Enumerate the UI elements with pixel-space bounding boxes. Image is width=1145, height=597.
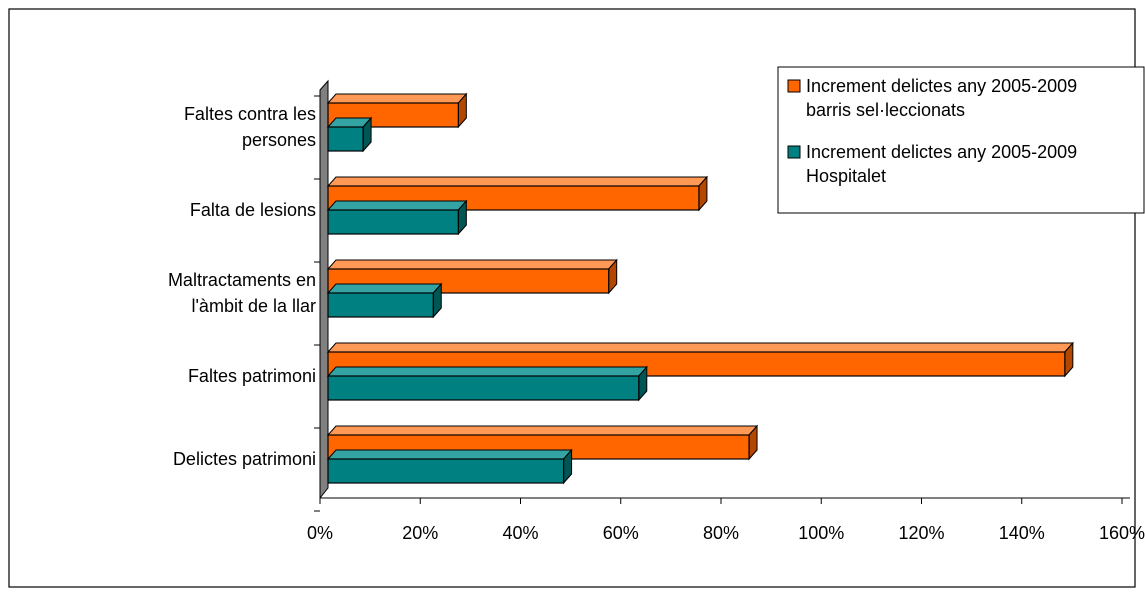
legend-entry-0-1: barris sel·leccionats xyxy=(806,100,965,120)
bar-top-0-0 xyxy=(326,93,468,104)
bar-top-1-1 xyxy=(326,200,468,211)
bar-top-1-3 xyxy=(326,366,648,377)
x-tick-label-6: 120% xyxy=(898,523,944,543)
x-tick-label-0: 0% xyxy=(307,523,333,543)
bar-top-0-3 xyxy=(326,342,1074,353)
category-label-3-0: Faltes patrimoni xyxy=(188,366,316,386)
bar-front-1-1 xyxy=(327,209,459,235)
bar-top-0-1 xyxy=(326,176,709,187)
category-label-0-1: persones xyxy=(242,130,316,150)
category-label-1-0: Falta de lesions xyxy=(190,200,316,220)
x-tick-label-8: 160% xyxy=(1099,523,1145,543)
bar-top-1-4 xyxy=(326,449,573,460)
x-tick-label-1: 20% xyxy=(402,523,438,543)
legend-swatch-1 xyxy=(787,145,801,159)
bar-0-1 xyxy=(326,175,709,212)
axis-wall xyxy=(319,79,329,500)
bar-front-1-0 xyxy=(327,126,364,152)
legend: Increment delictes any 2005-2009 barris s… xyxy=(777,66,1145,214)
bar-front-1-4 xyxy=(327,458,565,484)
legend-entry-1-0: Increment delictes any 2005-2009 xyxy=(806,142,1077,162)
bar-top-0-4 xyxy=(326,425,759,436)
legend-entry-0-0: Increment delictes any 2005-2009 xyxy=(806,76,1077,96)
plot-area: 0% 20% 40% 60% 80% 100% 120% 140% 160% Faltes con… xyxy=(168,79,1145,543)
x-tick-label-3: 60% xyxy=(603,523,639,543)
bar-front-1-3 xyxy=(327,375,640,401)
x-tick-label-5: 100% xyxy=(798,523,844,543)
legend-box xyxy=(777,66,1145,214)
category-label-2-1: l'àmbit de la llar xyxy=(192,296,317,316)
bar-front-0-1 xyxy=(327,185,700,211)
x-tick-label-7: 140% xyxy=(999,523,1045,543)
legend-entry-1-1: Hospitalet xyxy=(806,166,886,186)
bar-0-3 xyxy=(326,341,1074,378)
bar-top-1-2 xyxy=(326,283,443,294)
bar-front-1-2 xyxy=(327,292,434,318)
bar-1-2 xyxy=(326,282,443,319)
x-tick-label-2: 40% xyxy=(502,523,538,543)
bar-top-0-2 xyxy=(326,259,618,270)
category-label-4-0: Delictes patrimoni xyxy=(173,449,316,469)
bar-1-0 xyxy=(326,116,373,153)
bar-1-1 xyxy=(326,199,468,236)
x-tick-label-4: 80% xyxy=(703,523,739,543)
legend-swatch-0 xyxy=(787,79,801,93)
bar-1-3 xyxy=(326,365,648,402)
category-label-0-0: Faltes contra les xyxy=(184,104,316,124)
category-label-2-0: Maltractaments en xyxy=(168,270,316,290)
bar-1-4 xyxy=(326,448,573,485)
